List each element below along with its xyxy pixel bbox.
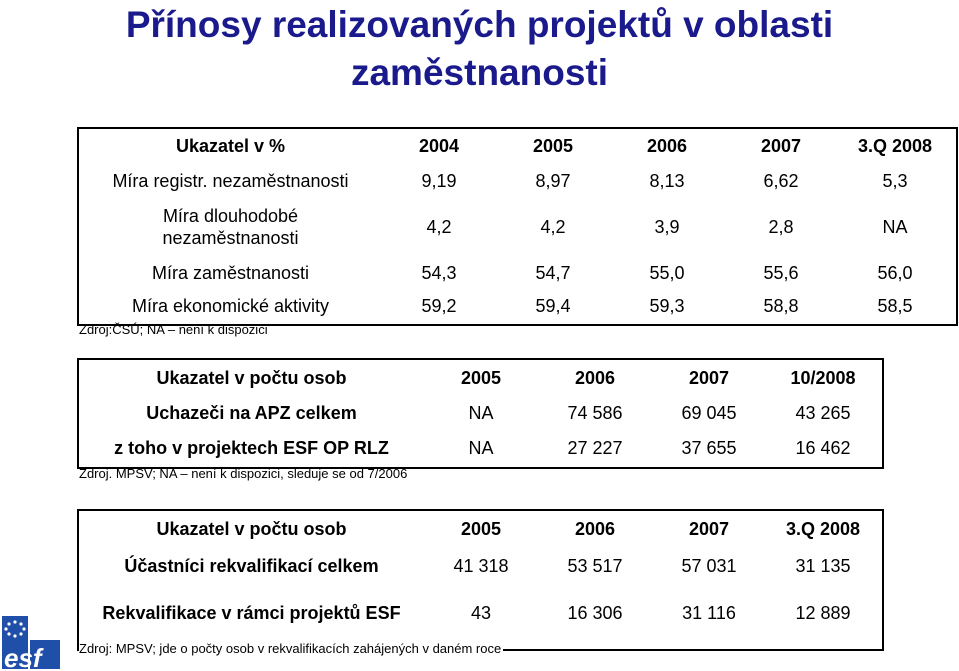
header-cell: 2007 [760,136,802,156]
table-cell: 31 135 [795,556,851,576]
table-cell: 12 889 [795,602,851,623]
employment-rates-table: Ukazatel v % 2004 2005 2006 2007 3.Q 200… [77,127,958,326]
table-cell: 43 265 [795,403,851,423]
row-label: Míra ekonomické aktivity [131,295,330,316]
table-cell: 41 318 [453,556,509,576]
table-cell: 2,8 [768,216,794,237]
row-label: z toho v projektech ESF OP RLZ [114,437,389,458]
table-cell: 54,3 [421,262,457,283]
table-cell: 69 045 [681,403,737,423]
job-seekers-table: Ukazatel v počtu osob 2005 2006 2007 10/… [77,358,884,469]
table-cell: 43 [470,602,492,623]
table-cell: NA [882,216,908,237]
table-cell: 58,5 [877,295,913,316]
table-cell: 6,62 [763,170,799,191]
header-cell: 2007 [688,367,730,388]
table-source-note: Zdroj:ČSÚ; NA – není k dispozici [79,322,268,337]
table-cell: 27 227 [567,437,623,458]
table-cell: 55,0 [649,262,685,283]
table-cell: 56,0 [877,262,913,283]
table-cell: 55,6 [763,262,799,283]
star-icon [4,620,26,638]
header-cell: Ukazatel v % [175,136,286,156]
table-row: Míra ekonomické aktivity 59,2 59,4 59,3 … [79,290,956,322]
table-cell: 9,19 [421,170,457,191]
header-cell: Ukazatel v počtu osob [156,519,347,539]
table-cell: NA [468,403,494,423]
row-label: Uchazeči na APZ celkem [146,403,357,423]
logo-text: esf [4,643,44,671]
header-cell: 2005 [532,136,574,156]
table-cell: 54,7 [535,262,571,283]
table-header-row: Ukazatel v počtu osob 2005 2006 2007 3.Q… [79,511,882,548]
table-row: Míra dlouhodobé nezaměstnanosti 4,2 4,2 … [79,198,956,256]
table-cell: 74 586 [567,403,623,423]
table-row: Míra zaměstnanosti 54,3 54,7 55,0 55,6 5… [79,256,956,290]
table-cell: 4,2 [540,216,566,237]
table-row: Uchazeči na APZ celkem NA 74 586 69 045 … [79,396,882,431]
table-row: Účastníci rekvalifikací celkem 41 318 53… [79,548,882,585]
table-cell: 53 517 [567,556,623,576]
table-row: Míra registr. nezaměstnanosti 9,19 8,97 … [79,164,956,198]
table-header-row: Ukazatel v počtu osob 2005 2006 2007 10/… [79,360,882,396]
table-source-note: Zdroj: MPSV; jde o počty osob v rekvalif… [79,641,504,656]
row-label: Míra registr. nezaměstnanosti [112,170,349,191]
row-label: Účastníci rekvalifikací celkem [124,556,379,576]
table-cell: 57 031 [681,556,737,576]
logo-flag-block [2,616,28,669]
table-cell: 5,3 [882,170,908,191]
table-row: Rekvalifikace v rámci projektů ESF 43 16… [79,585,882,641]
table-cell: 59,3 [649,295,685,316]
table-cell: 4,2 [426,216,452,237]
header-cell: 2006 [574,367,616,388]
table-cell: 16 306 [567,602,623,623]
header-cell: 3.Q 2008 [857,136,933,156]
table-cell: 59,2 [421,295,457,316]
retraining-table: Ukazatel v počtu osob 2005 2006 2007 3.Q… [77,509,884,651]
table-cell: 37 655 [681,437,737,458]
page-title: Přínosy realizovaných projektů v oblasti… [125,4,834,93]
table-cell: 59,4 [535,295,571,316]
table-row: z toho v projektech ESF OP RLZ NA 27 227… [79,431,882,465]
table-cell: 58,8 [763,295,799,316]
table-cell: 8,97 [535,170,571,191]
table-cell: 8,13 [649,170,685,191]
table-cell: 16 462 [795,437,851,458]
esf-logo: esf [0,612,62,671]
table-source-note: Zdroj. MPSV; NA – není k dispozici, sled… [79,466,408,481]
header-cell: 10/2008 [790,367,856,388]
row-label: Míra zaměstnanosti [151,262,310,283]
row-label: Míra dlouhodobé nezaměstnanosti [162,206,299,248]
table-cell: 3,9 [654,216,680,237]
table-header-row: Ukazatel v % 2004 2005 2006 2007 3.Q 200… [79,129,956,164]
header-cell: 2005 [460,519,502,539]
header-cell: 3.Q 2008 [785,519,861,539]
table-cell: NA [468,437,494,458]
header-cell: 2007 [688,519,730,539]
header-cell: Ukazatel v počtu osob [156,367,347,388]
header-cell: 2004 [418,136,460,156]
table-cell: 31 116 [682,602,736,623]
header-cell: 2006 [574,519,616,539]
row-label: Rekvalifikace v rámci projektů ESF [102,603,401,623]
header-cell: 2005 [460,367,502,388]
header-cell: 2006 [646,136,688,156]
